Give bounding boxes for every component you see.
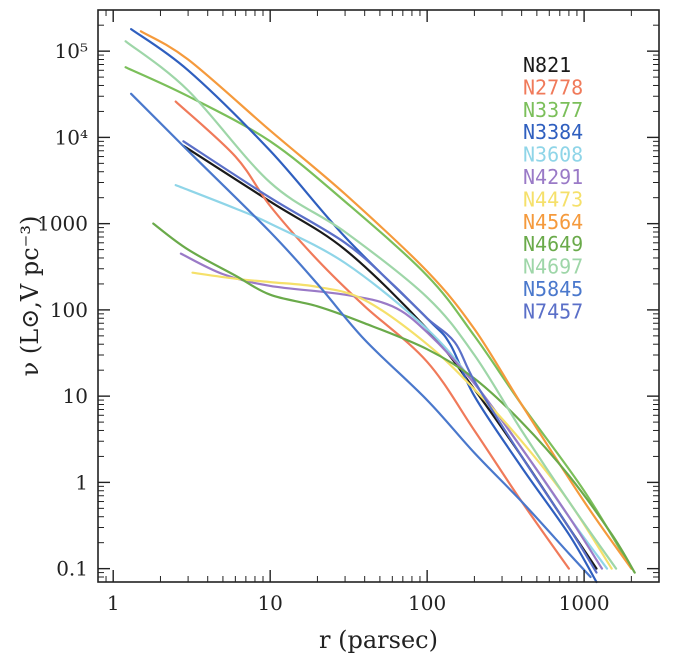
x-tick-label: 100 bbox=[408, 591, 446, 615]
legend-item-n3377: N3377 bbox=[523, 98, 583, 122]
y-tick-label: 1 bbox=[75, 470, 88, 494]
x-axis-title: r (parsec) bbox=[319, 626, 438, 654]
series-line-n4564 bbox=[139, 30, 633, 570]
y-axis: 0.1 1 10 100 1000 10⁴ 10⁵ bbox=[37, 24, 659, 581]
series-line-n4473 bbox=[191, 271, 613, 570]
legend-item-n2778: N2778 bbox=[523, 75, 583, 99]
y-tick-label: 0.1 bbox=[56, 557, 88, 581]
legend-item-n7457: N7457 bbox=[523, 299, 583, 323]
x-tick-label: 1 bbox=[107, 591, 120, 615]
y-axis-title: ν (L⊙,V pc⁻³) bbox=[16, 216, 44, 377]
y-tick-label: 10⁴ bbox=[55, 125, 88, 149]
legend-item-n4697: N4697 bbox=[523, 255, 583, 279]
legend-item-n3608: N3608 bbox=[523, 143, 583, 167]
series-line-n5845 bbox=[130, 92, 592, 579]
legend-item-n4649: N4649 bbox=[523, 232, 583, 256]
y-tick-label: 10⁵ bbox=[55, 39, 88, 63]
y-tick-label: 100 bbox=[50, 298, 88, 322]
series-line-n3377 bbox=[124, 66, 633, 570]
x-axis: 1 10 100 1000 bbox=[105, 10, 632, 615]
legend-item-n5845: N5845 bbox=[523, 277, 583, 301]
y-tick-label: 10 bbox=[63, 384, 88, 408]
plot-lines bbox=[124, 28, 636, 584]
series-line-n4649 bbox=[152, 222, 636, 574]
legend-item-n821: N821 bbox=[523, 53, 571, 77]
legend-item-n3384: N3384 bbox=[523, 120, 583, 144]
legend: N821N2778N3377N3384N3608N4291N4473N4564N… bbox=[523, 53, 583, 323]
x-tick-label: 1000 bbox=[559, 591, 610, 615]
legend-item-n4291: N4291 bbox=[523, 165, 583, 189]
series-line-n7457 bbox=[182, 140, 598, 574]
y-tick-label: 1000 bbox=[37, 212, 88, 236]
series-line-n4291 bbox=[179, 252, 604, 570]
plot-frame bbox=[97, 9, 660, 583]
series-line-n2778 bbox=[174, 100, 570, 570]
series-line-n4697 bbox=[124, 40, 618, 570]
x-tick-label: 10 bbox=[257, 591, 282, 615]
legend-item-n4473: N4473 bbox=[523, 187, 583, 211]
legend-item-n4564: N4564 bbox=[523, 210, 583, 234]
